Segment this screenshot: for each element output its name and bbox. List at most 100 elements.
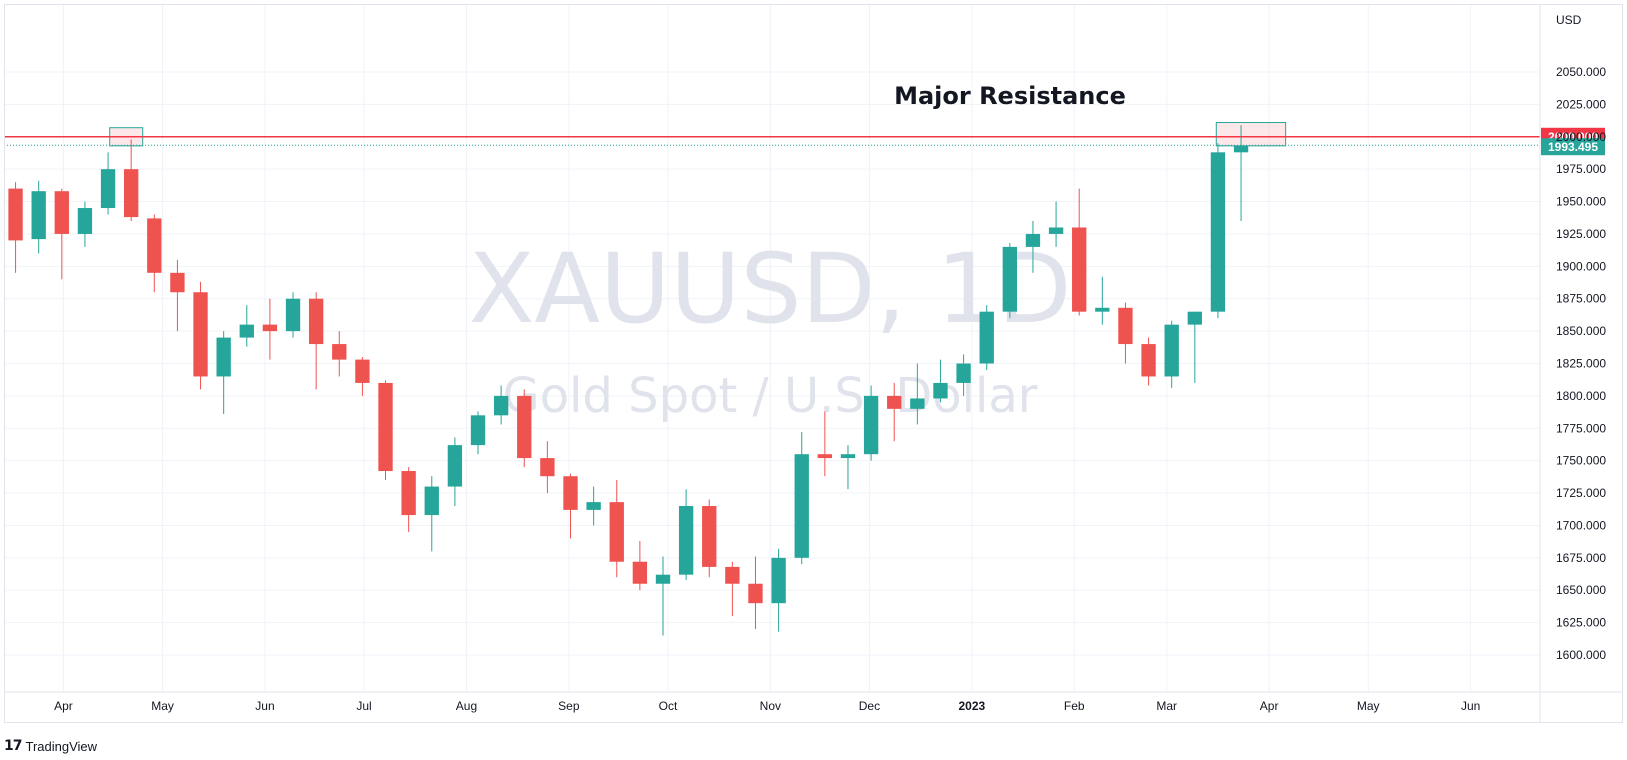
candle-body[interactable] — [355, 359, 370, 383]
candle-body[interactable] — [470, 415, 486, 446]
candle-body[interactable] — [1187, 311, 1202, 325]
candle-body[interactable] — [817, 454, 833, 459]
candle-body[interactable] — [910, 398, 925, 409]
candle-body[interactable] — [1072, 227, 1087, 312]
candle-body[interactable] — [1002, 246, 1018, 312]
watermark: XAUUSD, 1D Gold Spot / U.S. Dollar — [469, 233, 1072, 424]
time-tick-label: Oct — [659, 699, 678, 713]
price-tick-label: 1925.000 — [1556, 227, 1606, 241]
candle-body[interactable] — [170, 272, 185, 293]
candle-body[interactable] — [54, 191, 69, 234]
time-tick-label: Feb — [1064, 699, 1085, 713]
price-tick-label: 2025.000 — [1556, 97, 1606, 111]
candlestick-series — [8, 125, 1249, 636]
candle-body[interactable] — [655, 574, 671, 584]
candle-body[interactable] — [794, 454, 809, 558]
candle-body[interactable] — [632, 561, 648, 584]
candle-body[interactable] — [77, 208, 93, 234]
time-tick-label: Dec — [859, 699, 880, 713]
candle-body[interactable] — [1048, 227, 1064, 234]
watermark-symbol: XAUUSD, 1D — [469, 233, 1072, 345]
candle-body[interactable] — [332, 344, 347, 360]
price-tick-label: 1700.000 — [1556, 518, 1606, 532]
time-tick-label: Jul — [356, 699, 371, 713]
candle-body[interactable] — [8, 188, 23, 241]
price-tick-label: 1950.000 — [1556, 195, 1606, 209]
tradingview-brand-name: TradingView — [25, 738, 98, 754]
time-tick-label: May — [151, 699, 174, 713]
price-tick-label: 1850.000 — [1556, 324, 1606, 338]
candle-body[interactable] — [1025, 233, 1041, 247]
candle-body[interactable] — [725, 566, 740, 584]
candle-body[interactable] — [702, 506, 717, 567]
candle-body[interactable] — [771, 557, 786, 604]
candle-body[interactable] — [31, 191, 46, 240]
candle-body[interactable] — [493, 395, 509, 416]
candle-body[interactable] — [424, 486, 439, 516]
price-tick-label: 1825.000 — [1556, 357, 1606, 371]
candle-body[interactable] — [216, 337, 231, 377]
candle-body[interactable] — [378, 382, 393, 472]
time-axis[interactable]: Apr May Jun Jul Aug Sep Oct Nov Dec 2023 Feb Mar Apr… — [54, 699, 1480, 713]
candle-body[interactable] — [887, 395, 902, 409]
candle-body[interactable] — [308, 298, 324, 345]
candle-body[interactable] — [956, 363, 971, 383]
candle-body[interactable] — [563, 476, 578, 510]
candle-body[interactable] — [447, 445, 463, 487]
last-price-tag — [1541, 138, 1605, 156]
candle-body[interactable] — [933, 382, 948, 399]
time-tick-label: Apr — [54, 699, 73, 713]
candle-body[interactable] — [678, 506, 694, 575]
candle-body[interactable] — [1210, 152, 1226, 312]
time-tick-label: Jun — [255, 699, 274, 713]
axes: USD 1600.000 1625.000 1650.000 1675.000 1700… — [4, 4, 1623, 723]
price-tick-label: 2000.000 — [1556, 130, 1606, 144]
resistance-zone-box[interactable] — [1215, 122, 1287, 147]
candle-body[interactable] — [748, 583, 763, 604]
candle-body[interactable] — [609, 502, 624, 562]
candle-body[interactable] — [540, 458, 555, 477]
time-tick-label: Jun — [1461, 699, 1480, 713]
candle-body[interactable] — [517, 395, 532, 459]
candle-body[interactable] — [401, 471, 416, 516]
price-tick-label: 2050.000 — [1556, 65, 1606, 79]
candle-body[interactable] — [1095, 307, 1110, 312]
candle-body[interactable] — [193, 292, 208, 377]
price-tick-label: 1625.000 — [1556, 616, 1606, 630]
time-tick-label: Nov — [760, 699, 781, 713]
price-tick-label: 1875.000 — [1556, 292, 1606, 306]
watermark-subtitle: Gold Spot / U.S. Dollar — [503, 368, 1038, 424]
price-tick-label: 1750.000 — [1556, 454, 1606, 468]
time-tick-label: Sep — [558, 699, 580, 713]
candle-body[interactable] — [1141, 344, 1156, 377]
candle-body[interactable] — [100, 169, 116, 209]
time-tick-label: May — [1357, 699, 1380, 713]
price-axis[interactable]: 1600.000 1625.000 1650.000 1675.000 1700.000… — [1556, 65, 1606, 662]
candle-body[interactable] — [285, 298, 301, 332]
chart-frame — [4, 4, 1623, 723]
price-tick-label: 1650.000 — [1556, 583, 1606, 597]
tradingview-brand[interactable]: 17 TradingView — [4, 737, 97, 755]
candle-body[interactable] — [262, 324, 278, 332]
time-tick-label: Mar — [1156, 699, 1177, 713]
tradingview-logo-icon: 17 — [4, 738, 23, 754]
candle-body[interactable] — [840, 454, 856, 459]
candle-body[interactable] — [863, 395, 879, 455]
price-tick-label: 1900.000 — [1556, 259, 1606, 273]
price-tick-label: 1675.000 — [1556, 551, 1606, 565]
price-tick-label: 1600.000 — [1556, 648, 1606, 662]
candle-body[interactable] — [124, 169, 139, 218]
candle-body[interactable] — [147, 218, 162, 273]
candle-body[interactable] — [979, 311, 994, 364]
price-tick-label: 1975.000 — [1556, 162, 1606, 176]
candle-body[interactable] — [239, 324, 254, 338]
candle-body[interactable] — [1164, 324, 1179, 377]
candle-body[interactable] — [1233, 145, 1249, 153]
time-tick-label: Aug — [456, 699, 477, 713]
resistance-annotation: Major Resistance — [894, 82, 1126, 110]
currency-label: USD — [1556, 13, 1582, 27]
candle-body[interactable] — [586, 502, 601, 510]
candle-body[interactable] — [1118, 307, 1133, 345]
